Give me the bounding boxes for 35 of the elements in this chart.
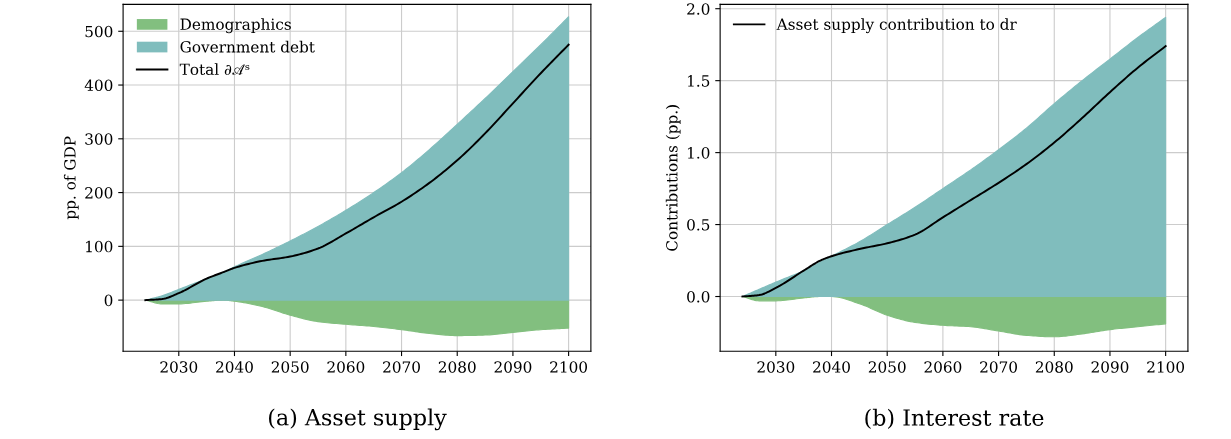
legend-label: Total ∂𝒜ˢ — [179, 63, 250, 76]
x-tick-label: 2100 — [550, 361, 588, 373]
x-tick-label: 2080 — [438, 361, 476, 373]
x-tick-label: 2030 — [160, 361, 198, 373]
x-tick-label: 2080 — [1035, 361, 1073, 373]
x-tick-label: 2060 — [924, 361, 962, 373]
x-tick-label: 2060 — [327, 361, 365, 373]
x-tick-label: 2050 — [271, 361, 309, 373]
legend-label: Asset supply contribution to dr — [776, 18, 1017, 34]
x-tick-label: 2050 — [868, 361, 906, 373]
y-tick-label: 300 — [85, 133, 113, 145]
y-tick-label: 0.5 — [687, 219, 710, 231]
y-tick-label: 1.0 — [687, 147, 710, 159]
x-tick-label: 2090 — [1091, 361, 1129, 373]
y-tick-label: 0 — [104, 294, 113, 307]
x-tick-label: 2070 — [383, 361, 420, 373]
legend-label: Government debt — [180, 40, 315, 53]
y-tick-label: 400 — [84, 79, 113, 92]
y-tick-label: 0.0 — [687, 290, 710, 303]
y-tick-label: 100 — [86, 240, 113, 253]
text: (a) Asset supply — [269, 408, 447, 431]
x-tick-label: 2040 — [216, 361, 253, 373]
text: (b) Interest rate — [865, 408, 1044, 430]
y-tick-label: 1.5 — [687, 75, 710, 87]
y-axis-title: pp. of GDP — [63, 136, 79, 220]
y-tick-label: 200 — [85, 187, 113, 199]
x-tick-label: 2100 — [1147, 361, 1185, 373]
x-tick-label: 2090 — [494, 361, 532, 373]
x-tick-label: 2070 — [980, 361, 1017, 373]
y-axis-title: Contributions (pp.) — [665, 105, 681, 251]
y-tick-label: 2.0 — [687, 3, 710, 15]
x-tick-label: 2030 — [757, 361, 795, 373]
legend-label: Demographics — [180, 18, 291, 34]
y-tick-label: 500 — [85, 25, 113, 38]
x-tick-label: 2040 — [813, 361, 850, 373]
